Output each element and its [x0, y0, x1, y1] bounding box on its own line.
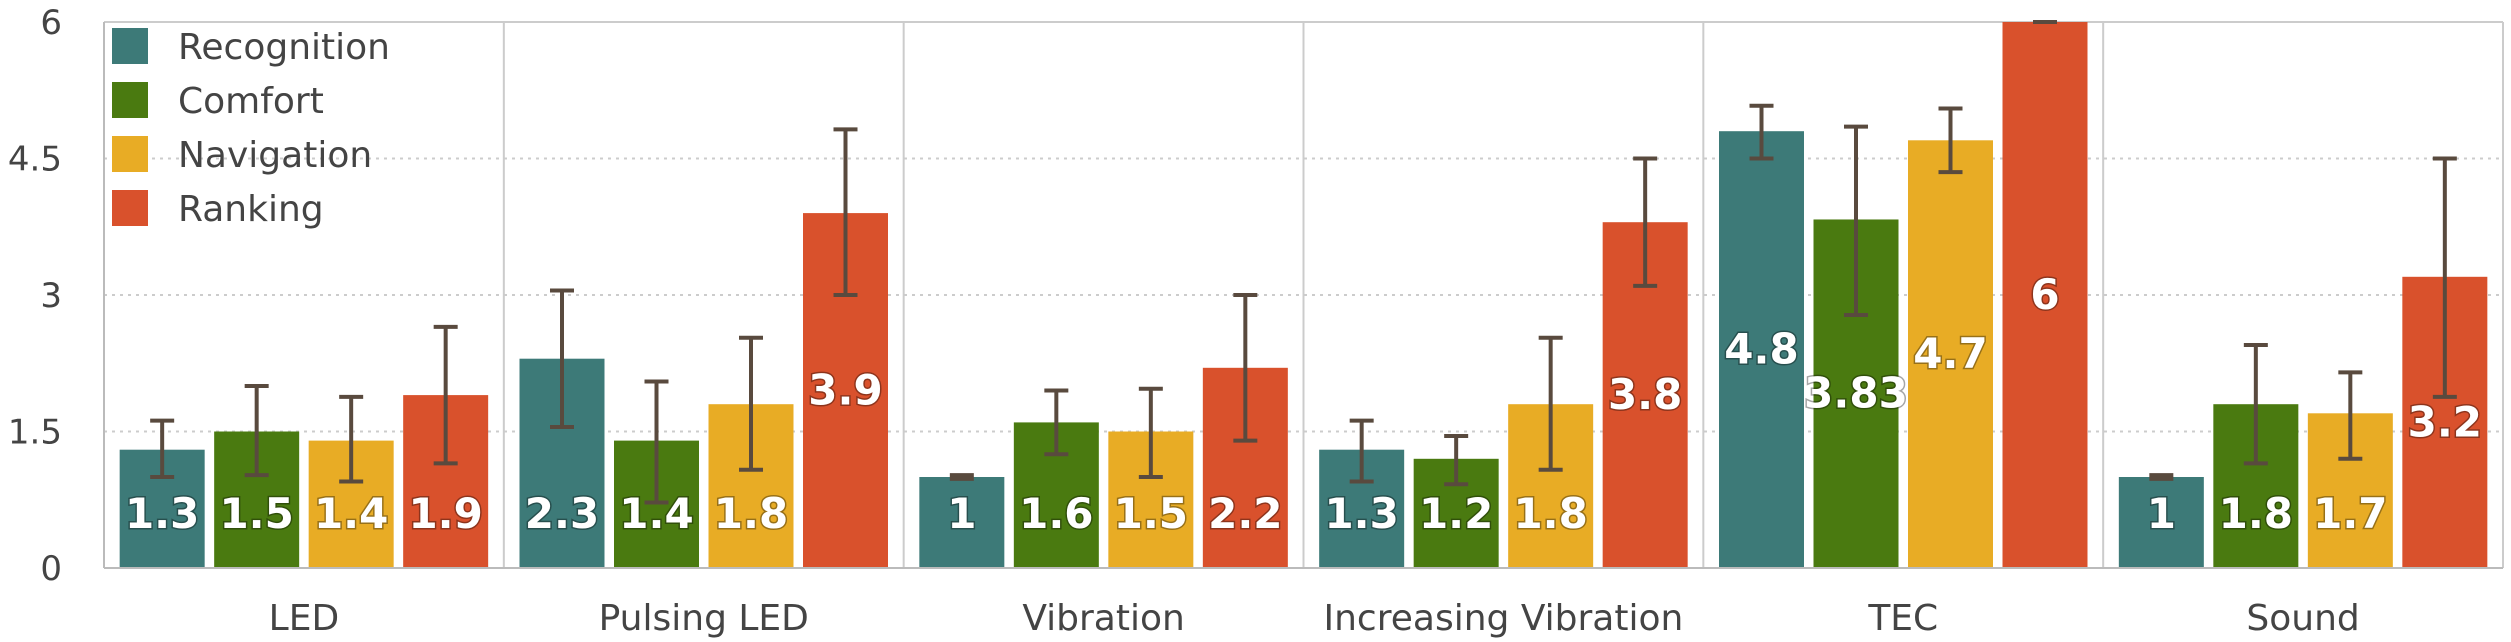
error-bar-layer	[150, 20, 2457, 505]
value-label-layer: 1.3 1.5 1.4 1.9 2.3 1.4 1.8 3.9 1 1.6 1.5 2.2 1.3 1.2…	[123, 269, 2483, 540]
data-label: 3.9	[808, 366, 882, 415]
legend-swatch-recognition	[112, 28, 148, 64]
data-label: 1.8	[2219, 489, 2293, 538]
data-label: 1.3	[1324, 489, 1398, 538]
x-tick-label: Sound	[2246, 598, 2359, 639]
x-tick-label: Increasing Vibration	[1324, 598, 1684, 639]
data-label: 1	[2147, 489, 2176, 538]
data-label: 1.2	[1419, 489, 1493, 538]
data-label: 6	[2030, 270, 2059, 319]
legend-swatch-navigation	[112, 136, 148, 172]
data-label: 1.9	[408, 489, 482, 538]
axis-layer: 0 1.5 3 4.5 6 LED Pulsing LED Vibration Increasi…	[8, 3, 2503, 639]
legend-label-ranking: Ranking	[178, 189, 324, 230]
legend-swatch-ranking	[112, 190, 148, 226]
legend-swatch-comfort	[112, 82, 148, 118]
data-label: 2.3	[525, 489, 599, 538]
data-label: 1.6	[1019, 489, 1093, 538]
data-label: 3.83	[1804, 369, 1908, 418]
grid-layer	[104, 21, 2504, 568]
data-label: 1.7	[2313, 489, 2387, 538]
data-label: 4.8	[1724, 325, 1798, 374]
data-label: 1.5	[1114, 489, 1188, 538]
x-tick-label: Vibration	[1022, 598, 1185, 639]
bar-ranking-4	[2002, 22, 2088, 568]
legend: Recognition Comfort Navigation Ranking	[112, 27, 390, 230]
data-label: 1.3	[125, 489, 199, 538]
data-label: 1.4	[619, 489, 693, 538]
data-label: 1.8	[714, 489, 788, 538]
legend-label-comfort: Comfort	[178, 81, 324, 122]
y-tick-label: 6	[40, 3, 62, 43]
bar-recognition-5	[2118, 477, 2204, 568]
data-label: 3.2	[2408, 397, 2482, 446]
data-label: 4.7	[1913, 329, 1987, 378]
legend-label-recognition: Recognition	[178, 27, 390, 68]
x-tick-label: TEC	[1867, 598, 1938, 639]
y-tick-label: 0	[40, 549, 62, 589]
bar-recognition-2	[919, 477, 1005, 568]
y-tick-label: 4.5	[8, 140, 62, 180]
x-tick-label: LED	[269, 598, 340, 639]
data-label: 1.4	[314, 489, 388, 538]
data-label: 3.8	[1608, 370, 1682, 419]
y-tick-label: 1.5	[8, 413, 62, 453]
x-tick-label: Pulsing LED	[599, 598, 809, 639]
legend-label-navigation: Navigation	[178, 135, 372, 176]
y-tick-label: 3	[40, 276, 62, 316]
bar-recognition-4	[1719, 131, 1804, 568]
bar-navigation-4	[1908, 140, 1993, 569]
data-label: 2.2	[1208, 489, 1282, 538]
data-label: 1.8	[1513, 489, 1587, 538]
data-label: 1.5	[219, 489, 293, 538]
data-label: 1	[947, 489, 976, 538]
